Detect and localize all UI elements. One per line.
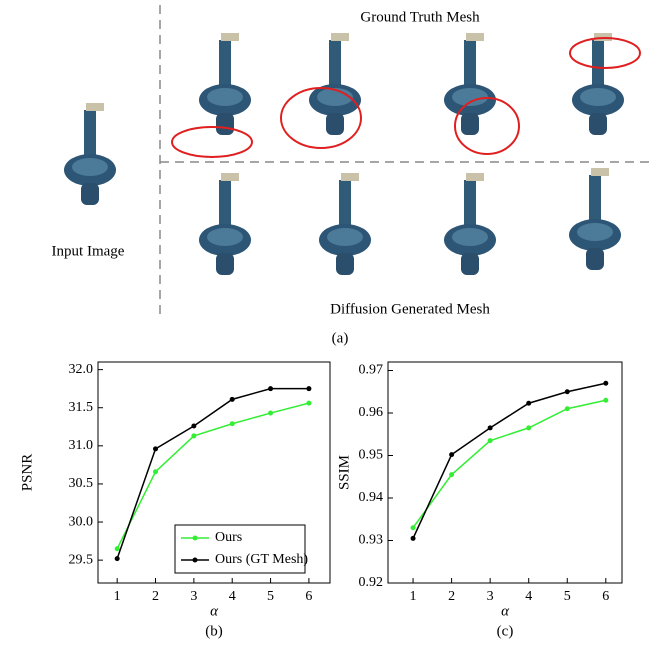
highlight — [280, 87, 362, 149]
gt-mesh — [444, 33, 496, 135]
y-tick-label: 32.0 — [69, 362, 94, 377]
point — [410, 525, 416, 531]
y-axis-label: PSNR — [19, 454, 35, 492]
x-tick-label: 4 — [229, 589, 236, 604]
caption: (c) — [497, 623, 514, 639]
y-axis-label: SSIM — [336, 455, 352, 490]
x-tick-label: 5 — [267, 589, 274, 604]
y-tick-label: 30.0 — [69, 514, 94, 529]
highlight — [569, 37, 641, 69]
point — [268, 410, 274, 416]
x-tick-label: 2 — [448, 589, 455, 604]
top-label: Ground Truth Mesh — [360, 9, 480, 25]
point — [487, 425, 493, 431]
caption: (a) — [332, 330, 349, 346]
highlight — [171, 126, 253, 158]
point — [564, 389, 570, 395]
point — [153, 469, 159, 475]
gt-mesh — [199, 33, 251, 135]
legend-box — [174, 524, 306, 574]
x-tick-label: 6 — [305, 589, 312, 604]
point — [410, 535, 416, 541]
point — [603, 380, 609, 386]
legend-marker — [192, 557, 198, 563]
point — [114, 546, 120, 552]
legend-label: Ours — [215, 530, 242, 545]
point — [153, 446, 159, 452]
y-tick-label: 0.92 — [359, 575, 384, 590]
point — [191, 433, 197, 439]
point — [306, 400, 312, 406]
input-mesh — [64, 103, 116, 205]
legend-marker — [192, 535, 198, 541]
series-line — [412, 382, 606, 539]
y-tick-label: 0.93 — [359, 533, 384, 548]
series-line — [412, 399, 606, 529]
point — [449, 452, 455, 458]
series-line — [116, 402, 310, 550]
x-tick-label: 3 — [190, 589, 197, 604]
x-tick-label: 5 — [564, 589, 571, 604]
y-tick-label: 29.5 — [69, 552, 94, 567]
plot-frame — [387, 361, 623, 584]
x-tick-label: 2 — [152, 589, 159, 604]
gen-mesh — [199, 173, 251, 275]
y-tick-label: 0.97 — [359, 363, 384, 378]
x-tick-label: 3 — [487, 589, 494, 604]
y-tick-label: 0.95 — [359, 448, 384, 463]
gen-mesh — [444, 173, 496, 275]
gt-mesh — [572, 33, 624, 135]
left-label: Input Image — [52, 243, 125, 259]
point — [114, 556, 120, 562]
point — [229, 421, 235, 427]
legend-label: Ours (GT Mesh) — [215, 552, 308, 567]
y-tick-label: 30.5 — [69, 476, 94, 491]
y-tick-label: 0.96 — [359, 405, 384, 420]
point — [603, 397, 609, 403]
x-tick-label: 6 — [602, 589, 609, 604]
bottom-label: Diffusion Generated Mesh — [330, 301, 490, 317]
point — [268, 386, 274, 392]
point — [526, 400, 532, 406]
x-tick-label: 1 — [410, 589, 417, 604]
highlight — [454, 97, 520, 155]
x-axis-label: α — [210, 603, 219, 619]
y-tick-label: 31.5 — [69, 400, 94, 415]
gen-mesh — [319, 173, 371, 275]
x-axis-label: α — [501, 603, 510, 619]
point — [487, 438, 493, 444]
point — [564, 406, 570, 412]
point — [306, 386, 312, 392]
gt-mesh — [309, 33, 361, 135]
series-line — [116, 387, 309, 559]
x-tick-label: 1 — [114, 589, 121, 604]
caption: (b) — [205, 623, 223, 639]
y-tick-label: 31.0 — [69, 438, 94, 453]
gen-mesh — [569, 168, 621, 270]
point — [449, 472, 455, 478]
y-tick-label: 0.94 — [359, 490, 384, 505]
plot-frame — [97, 361, 331, 584]
point — [191, 423, 197, 429]
point — [229, 396, 235, 402]
x-tick-label: 4 — [525, 589, 532, 604]
point — [526, 425, 532, 431]
